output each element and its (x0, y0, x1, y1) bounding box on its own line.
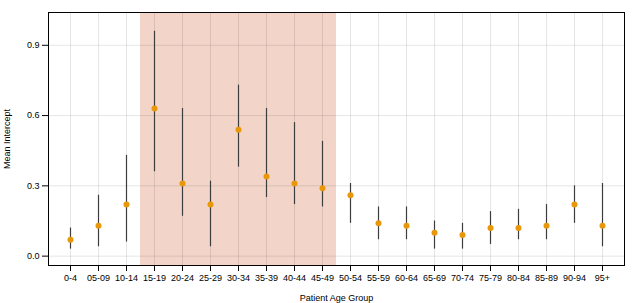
svg-text:40-44: 40-44 (283, 273, 306, 283)
svg-text:Mean Intercept: Mean Intercept (2, 108, 12, 169)
svg-text:25-29: 25-29 (199, 273, 222, 283)
svg-text:30-34: 30-34 (227, 273, 250, 283)
svg-text:35-39: 35-39 (255, 273, 278, 283)
svg-text:55-59: 55-59 (367, 273, 390, 283)
svg-text:70-74: 70-74 (451, 273, 474, 283)
svg-text:20-24: 20-24 (171, 273, 194, 283)
svg-text:95+: 95+ (595, 273, 610, 283)
svg-text:Patient Age Group: Patient Age Group (300, 293, 374, 303)
svg-text:50-54: 50-54 (339, 273, 362, 283)
svg-text:0.0: 0.0 (27, 251, 40, 261)
svg-text:75-79: 75-79 (479, 273, 502, 283)
svg-text:45-49: 45-49 (311, 273, 334, 283)
svg-text:65-69: 65-69 (423, 273, 446, 283)
svg-text:15-19: 15-19 (143, 273, 166, 283)
svg-text:05-09: 05-09 (87, 273, 110, 283)
svg-text:0.6: 0.6 (27, 110, 40, 120)
svg-text:60-64: 60-64 (395, 273, 418, 283)
svg-text:10-14: 10-14 (115, 273, 138, 283)
svg-text:85-89: 85-89 (535, 273, 558, 283)
svg-text:0.9: 0.9 (27, 40, 40, 50)
svg-text:90-94: 90-94 (563, 273, 586, 283)
svg-text:0-4: 0-4 (64, 273, 77, 283)
svg-text:80-84: 80-84 (507, 273, 530, 283)
svg-text:0.3: 0.3 (27, 181, 40, 191)
